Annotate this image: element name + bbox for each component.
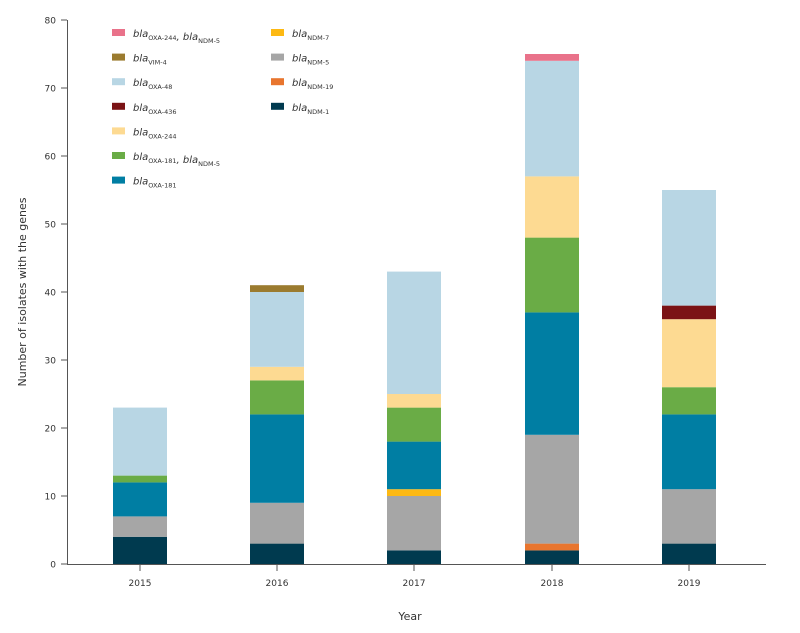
y-tick-label: 10	[45, 493, 57, 503]
x-tick-label: 2018	[541, 579, 564, 589]
legend-swatch	[112, 176, 125, 184]
bar-segment	[662, 414, 716, 490]
legend: blaOXA-244, blaNDM-5 blaVIM-4 blaOXA-48 bla…	[112, 29, 333, 190]
bar-segment	[387, 394, 441, 408]
bar-segment	[387, 441, 441, 490]
x-axis-title: Year	[397, 610, 422, 623]
bar-segment	[387, 271, 441, 394]
bar-segment	[250, 292, 304, 367]
bar-segment	[525, 543, 579, 551]
bar-segment	[250, 366, 304, 381]
bar-segment	[662, 489, 716, 544]
bar-segment	[113, 516, 167, 537]
y-ticks: 0 10 20 30 40 50 60 70 80	[45, 17, 67, 571]
bar-segment	[525, 312, 579, 435]
plot-area	[113, 54, 716, 564]
legend-swatch	[271, 29, 284, 36]
bar-segment	[387, 407, 441, 442]
legend-swatch	[271, 53, 284, 61]
bar-segment	[662, 190, 716, 306]
bar-segment	[525, 550, 579, 564]
x-tick-label: 2019	[678, 579, 701, 589]
y-tick-label: 80	[45, 17, 57, 27]
bar-segment	[113, 482, 167, 517]
legend-swatch	[271, 102, 284, 110]
legend-swatch	[112, 152, 125, 159]
bar-segment	[113, 475, 167, 483]
bar-segment	[113, 536, 167, 564]
bar-segment	[250, 543, 304, 564]
bar-segment	[662, 387, 716, 415]
legend-swatch	[112, 78, 125, 86]
legend-label: blaOXA-181	[133, 177, 176, 190]
x-tick-label: 2016	[266, 579, 289, 589]
legend-swatch	[271, 78, 284, 86]
y-tick-label: 70	[45, 85, 57, 95]
legend-swatch	[112, 53, 125, 61]
y-tick-label: 60	[45, 153, 57, 163]
legend-label: blaVIM-4	[133, 54, 167, 67]
legend-swatch	[112, 29, 125, 36]
legend-swatch	[112, 127, 125, 135]
bar-segment	[525, 176, 579, 238]
bar-segment	[525, 434, 579, 544]
legend-label: blaOXA-244	[133, 127, 176, 140]
bar-segment	[662, 543, 716, 564]
bar-segment	[525, 54, 579, 61]
bar-segment	[250, 380, 304, 415]
y-tick-label: 20	[45, 425, 57, 435]
y-axis-title: Number of isolates with the genes	[16, 197, 29, 386]
legend-label: blaNDM-7	[292, 29, 329, 42]
bar-segment	[387, 496, 441, 551]
bar-segment	[662, 305, 716, 320]
legend-label: blaOXA-48	[133, 78, 172, 91]
y-tick-label: 50	[45, 221, 57, 231]
bar-segment	[387, 489, 441, 496]
legend-label: blaNDM-1	[292, 103, 329, 116]
legend-label: blaNDM-19	[292, 78, 333, 91]
bar-segment	[525, 237, 579, 313]
legend-label: blaOXA-181, blaNDM-5	[133, 152, 220, 168]
legend-label: blaOXA-436	[133, 103, 176, 116]
legend-swatch	[112, 102, 125, 110]
x-tick-label: 2015	[129, 579, 152, 589]
y-tick-label: 40	[45, 289, 57, 299]
bar-segment	[113, 407, 167, 476]
axes	[67, 20, 766, 565]
legend-label: blaOXA-244, blaNDM-5	[133, 29, 220, 45]
bar-segment	[250, 285, 304, 292]
bar-segment	[387, 550, 441, 564]
bar-segment	[250, 414, 304, 503]
bar-segment	[662, 319, 716, 388]
legend-label: blaNDM-5	[292, 54, 329, 67]
bar-segment	[250, 502, 304, 544]
y-tick-label: 30	[45, 357, 57, 367]
bar-segment	[525, 60, 579, 177]
x-ticks: 2015 2016 2017 2018 2019	[129, 565, 701, 589]
x-tick-label: 2017	[403, 579, 426, 589]
y-tick-label: 0	[50, 561, 56, 571]
